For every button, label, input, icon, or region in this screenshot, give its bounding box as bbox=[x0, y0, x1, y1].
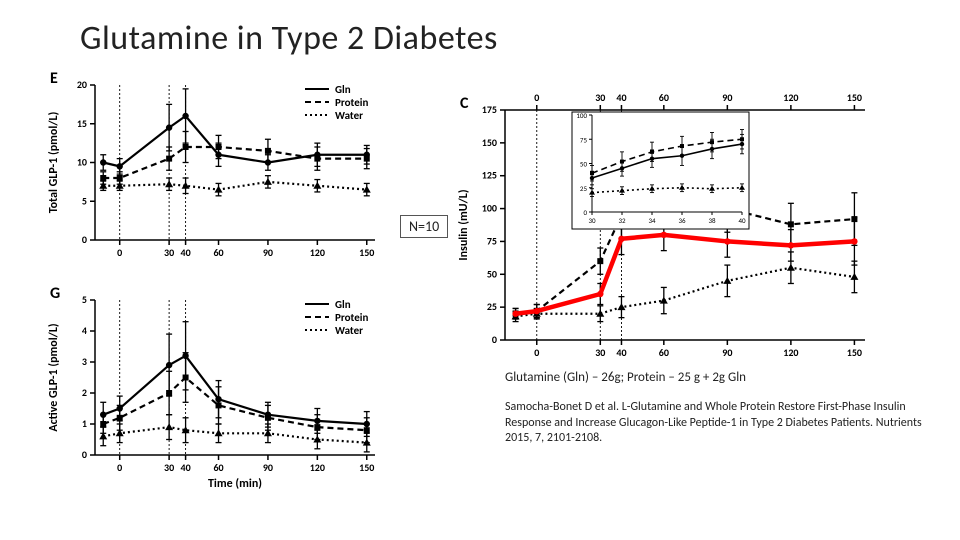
svg-text:120: 120 bbox=[783, 92, 798, 104]
citation-text: Samocha-Bonet D et al. L-Glutamine and W… bbox=[505, 400, 925, 447]
svg-text:C: C bbox=[460, 94, 469, 113]
svg-text:30: 30 bbox=[588, 216, 596, 225]
svg-text:120: 120 bbox=[310, 246, 325, 259]
svg-text:0: 0 bbox=[117, 461, 122, 474]
svg-text:0: 0 bbox=[117, 246, 122, 259]
chart-panel-E: 0 5 10 15 20 Total GLP-1 (pmol/L) 0 30 40 60 90 120… bbox=[40, 67, 400, 282]
svg-text:E: E bbox=[50, 69, 58, 88]
svg-text:5: 5 bbox=[82, 293, 87, 306]
svg-text:25: 25 bbox=[487, 300, 497, 313]
svg-text:G: G bbox=[50, 284, 60, 303]
chart-panel-G: 0 1 2 3 4 5 Active GLP-1 (pmol/L) 0 30 40 60 90 120 1… bbox=[40, 282, 400, 497]
svg-text:34: 34 bbox=[648, 216, 656, 225]
svg-text:150: 150 bbox=[847, 92, 862, 104]
chart-C-inset: 0 25 50 75 100 30 32 34 36 38 40 bbox=[570, 111, 750, 230]
svg-text:60: 60 bbox=[213, 461, 223, 474]
page-title: Glutamine in Type 2 Diabetes bbox=[80, 18, 498, 59]
svg-text:40: 40 bbox=[616, 92, 626, 104]
svg-text:Water: Water bbox=[335, 109, 363, 122]
svg-text:30: 30 bbox=[595, 92, 605, 104]
svg-text:150: 150 bbox=[359, 461, 374, 474]
svg-text:Total GLP-1 (pmol/L): Total GLP-1 (pmol/L) bbox=[47, 112, 61, 214]
svg-text:Insulin (mU/L): Insulin (mU/L) bbox=[457, 189, 471, 260]
svg-text:Time (min): Time (min) bbox=[208, 477, 262, 491]
svg-text:60: 60 bbox=[659, 92, 669, 104]
svg-text:125: 125 bbox=[482, 169, 497, 182]
svg-text:40: 40 bbox=[616, 346, 626, 359]
svg-text:50: 50 bbox=[487, 267, 497, 280]
svg-text:25: 25 bbox=[580, 184, 588, 193]
svg-text:100: 100 bbox=[576, 111, 587, 120]
svg-text:Gln: Gln bbox=[335, 298, 351, 311]
svg-text:90: 90 bbox=[263, 461, 273, 474]
svg-text:120: 120 bbox=[310, 461, 325, 474]
svg-text:90: 90 bbox=[722, 346, 732, 359]
svg-text:20: 20 bbox=[77, 78, 87, 91]
svg-text:5: 5 bbox=[82, 194, 87, 207]
svg-text:4: 4 bbox=[82, 324, 87, 337]
svg-text:40: 40 bbox=[181, 246, 191, 259]
svg-text:150: 150 bbox=[482, 136, 497, 149]
svg-text:15: 15 bbox=[77, 117, 87, 130]
svg-text:0: 0 bbox=[82, 448, 87, 461]
svg-text:36: 36 bbox=[678, 216, 686, 225]
svg-text:2: 2 bbox=[82, 386, 87, 399]
svg-text:0: 0 bbox=[82, 233, 87, 246]
svg-text:60: 60 bbox=[659, 346, 669, 359]
dosage-annotation: Glutamine (Gln) – 26g; Protein – 25 g + … bbox=[505, 370, 746, 385]
svg-text:30: 30 bbox=[164, 246, 174, 259]
svg-text:90: 90 bbox=[263, 246, 273, 259]
n-annotation-box: N=10 bbox=[400, 215, 448, 238]
svg-text:Protein: Protein bbox=[335, 311, 368, 324]
svg-text:50: 50 bbox=[580, 160, 588, 169]
svg-text:0: 0 bbox=[492, 333, 497, 346]
svg-text:Protein: Protein bbox=[335, 96, 368, 109]
svg-text:0: 0 bbox=[534, 346, 539, 359]
svg-text:38: 38 bbox=[708, 216, 716, 225]
slide-root: Glutamine in Type 2 Diabetes 05101520Tot… bbox=[0, 0, 960, 540]
svg-text:32: 32 bbox=[618, 216, 626, 225]
svg-text:1: 1 bbox=[82, 417, 87, 430]
svg-text:Gln: Gln bbox=[335, 83, 351, 96]
svg-text:30: 30 bbox=[164, 461, 174, 474]
svg-text:Active GLP-1 (pmol/L): Active GLP-1 (pmol/L) bbox=[47, 323, 61, 431]
svg-text:60: 60 bbox=[213, 246, 223, 259]
svg-text:75: 75 bbox=[487, 234, 497, 247]
svg-text:175: 175 bbox=[482, 103, 497, 116]
svg-text:90: 90 bbox=[722, 92, 732, 104]
svg-text:120: 120 bbox=[783, 346, 798, 359]
svg-text:40: 40 bbox=[738, 216, 746, 225]
svg-text:0: 0 bbox=[534, 92, 539, 104]
svg-text:Water: Water bbox=[335, 324, 363, 337]
svg-text:40: 40 bbox=[181, 461, 191, 474]
svg-text:150: 150 bbox=[847, 346, 862, 359]
svg-text:0: 0 bbox=[583, 208, 587, 217]
svg-text:150: 150 bbox=[359, 246, 374, 259]
svg-text:30: 30 bbox=[595, 346, 605, 359]
svg-text:3: 3 bbox=[82, 355, 87, 368]
svg-text:100: 100 bbox=[482, 202, 497, 215]
svg-text:75: 75 bbox=[580, 135, 588, 144]
svg-text:10: 10 bbox=[77, 156, 87, 169]
